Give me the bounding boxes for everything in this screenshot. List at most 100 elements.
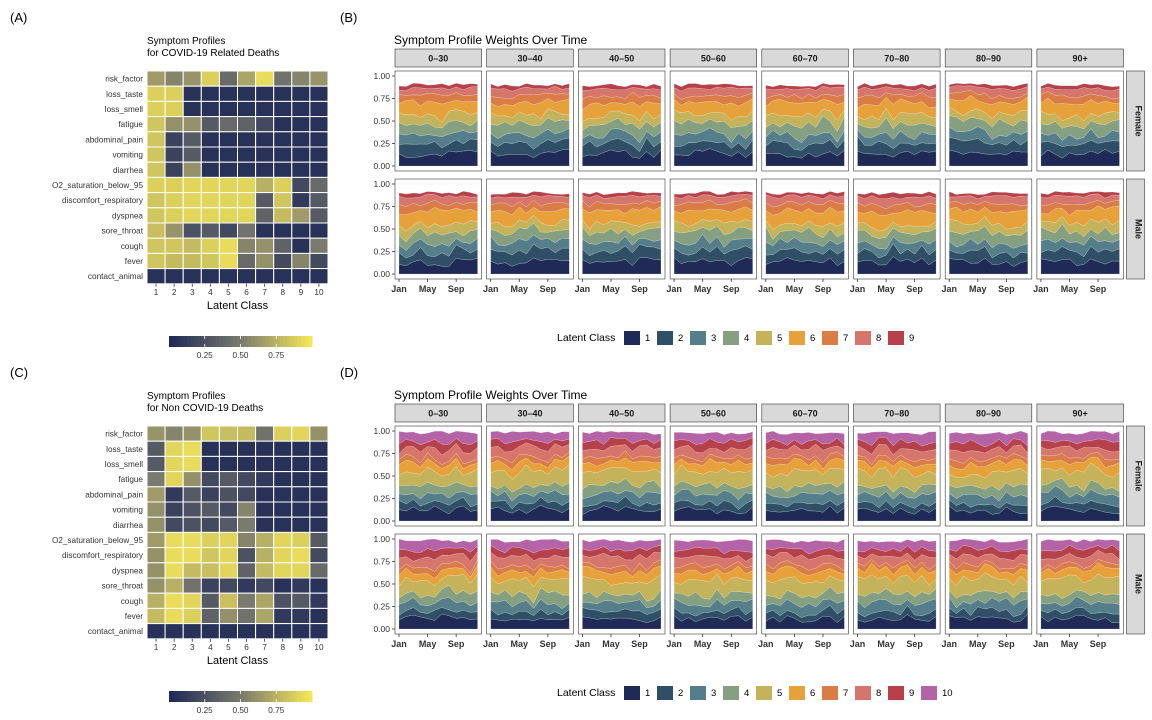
- heatmap-cell: [164, 607, 184, 625]
- heatmap-cell: [291, 425, 311, 442]
- colorbar-segment: [236, 691, 241, 702]
- heatmap-cell: [237, 237, 257, 254]
- facet-panel: [853, 178, 941, 280]
- heatmap-row-label: fatigue: [118, 475, 143, 484]
- y-tick-label: 0.75: [373, 449, 390, 459]
- heatmap-cell: [182, 577, 202, 594]
- y-tick-label: 0.50: [373, 224, 390, 234]
- y-tick-label: 1.00: [373, 426, 390, 436]
- x-tick-label: Sep: [906, 284, 923, 294]
- colorbar-segment: [283, 336, 288, 347]
- colorbar-segment: [269, 691, 274, 702]
- heatmap-cell: [218, 547, 238, 564]
- heatmap-x-tick-label: 9: [299, 288, 304, 297]
- heatmap-cell: [200, 516, 220, 533]
- x-tick-label: Jan: [483, 284, 499, 294]
- heatmap-cell: [273, 192, 293, 209]
- x-tick-label: Sep: [448, 284, 465, 294]
- heatmap-cell: [182, 531, 202, 549]
- heatmap-cell: [237, 146, 257, 163]
- heatmap-cell: [164, 577, 184, 594]
- y-tick-label: 1.00: [373, 71, 390, 81]
- x-tick-label: May: [511, 639, 529, 649]
- heatmap-cell: [273, 425, 293, 442]
- legend-title: Latent Class: [557, 687, 615, 699]
- legend-swatch-1: [624, 686, 640, 700]
- legend-swatch-1: [624, 331, 640, 345]
- heatmap-cell: [309, 222, 329, 239]
- legend-label: 8: [876, 688, 881, 699]
- heatmap-cell: [309, 592, 329, 609]
- x-tick-label: Jan: [483, 639, 499, 649]
- heatmap-x-tick-label: 6: [244, 643, 249, 652]
- colorbar-segment: [286, 336, 292, 347]
- colorbar-tick-label: 0.75: [268, 706, 284, 715]
- heatmap-cell: [273, 623, 293, 640]
- heatmap-cell: [218, 268, 238, 285]
- heatmap-cell: [291, 501, 311, 518]
- colorbar-segment: [229, 691, 234, 702]
- facet-col-label: 40–50: [609, 409, 634, 419]
- facet-col-label: 80–90: [976, 409, 1001, 419]
- heatmap-cell: [218, 176, 238, 194]
- facet-strip: [1036, 48, 1124, 68]
- area-band-class-9: [1040, 191, 1120, 199]
- colorbar-tick-label: 0.75: [268, 351, 284, 360]
- colorbar-segment: [240, 336, 245, 347]
- heatmap-row-label: contact_animal: [88, 627, 143, 636]
- x-tick-label: Jan: [941, 639, 957, 649]
- heatmap-cell: [291, 146, 311, 163]
- colorbar-segment: [233, 336, 238, 347]
- colorbar-tick-label: 0.50: [233, 706, 249, 715]
- colorbar-segment: [204, 691, 209, 702]
- heatmap-cell: [255, 131, 275, 148]
- colorbar-segment: [215, 691, 220, 702]
- facet-strip: [669, 48, 757, 68]
- heatmap-cell: [237, 577, 257, 594]
- heatmap-cell: [146, 192, 166, 209]
- heatmap-cell: [309, 161, 329, 178]
- area-band-class-9: [582, 191, 662, 199]
- legend-label: 4: [744, 688, 749, 699]
- heatmap-row-label: diarrhea: [113, 166, 143, 175]
- heatmap-row-label: O2_saturation_below_95: [52, 536, 143, 545]
- heatmap-cell: [273, 531, 293, 549]
- colorbar-segment: [183, 691, 188, 702]
- heatmap-x-tick-label: 6: [244, 288, 249, 297]
- heatmap-cell: [164, 592, 184, 609]
- heatmap-cell: [255, 516, 275, 533]
- facet-panel: [761, 178, 849, 280]
- legend-swatch-8: [855, 686, 871, 700]
- heatmap-cell: [309, 577, 329, 594]
- heatmap-cell: [273, 85, 293, 102]
- heatmap-cell: [255, 100, 275, 118]
- heatmap-cell: [164, 131, 184, 148]
- heatmap-row-label: abdominal_pain: [85, 490, 143, 499]
- heatmap-cell: [146, 425, 166, 442]
- x-tick-label: Jan: [758, 639, 774, 649]
- facet-panel: [486, 178, 574, 280]
- heatmap-cell: [291, 116, 311, 133]
- x-tick-label: Sep: [448, 639, 465, 649]
- y-tick-label: 1.00: [373, 534, 390, 544]
- heatmap-cell: [182, 440, 202, 457]
- heatmap-row-label: loss_smell: [105, 105, 143, 114]
- heatmap-cell: [164, 116, 184, 133]
- heatmap-cell: [200, 547, 220, 564]
- facet-strip: [394, 403, 482, 423]
- colorbar-segment: [279, 336, 284, 347]
- heatmap-cell: [309, 146, 329, 163]
- heatmap-cell: [146, 623, 166, 640]
- heatmap-row-label: fatigue: [118, 120, 143, 129]
- heatmap-cell: [291, 237, 311, 254]
- heatmap-cell: [273, 237, 293, 254]
- heatmap-cell: [291, 440, 311, 457]
- x-tick-label: Jan: [391, 639, 407, 649]
- heatmap-cell: [255, 440, 275, 457]
- heatmap-cell: [218, 131, 238, 148]
- heatmap-cell: [164, 237, 184, 254]
- heatmap-cell: [237, 207, 257, 224]
- area-band-class-10: [490, 538, 570, 554]
- heatmap-cell: [146, 131, 166, 148]
